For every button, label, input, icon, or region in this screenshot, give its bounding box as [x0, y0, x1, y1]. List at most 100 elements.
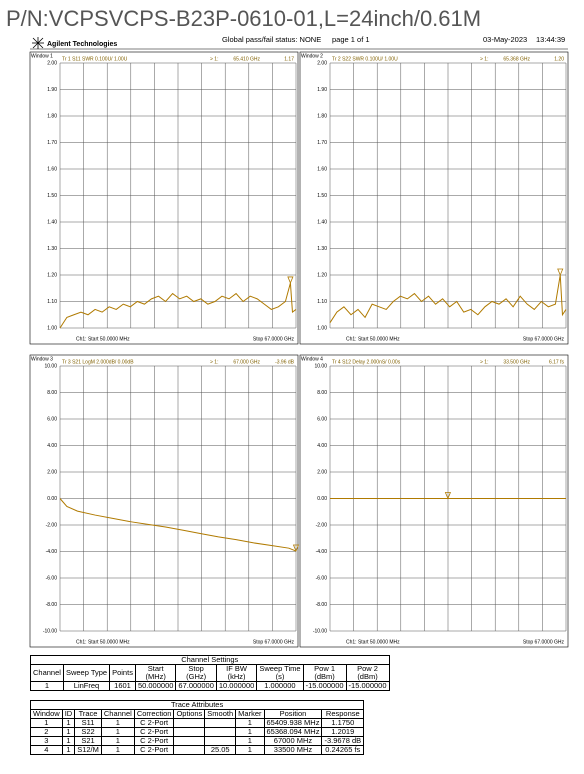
- y-tick-label: 1.20: [317, 272, 327, 278]
- page-title: P/N:VCPSVCPS-B23P-0610-01,L=24inch/0.61M: [6, 6, 481, 31]
- y-tick-label: -4.00: [316, 549, 328, 555]
- start-label: Ch1: Start 50.0000 MHz: [346, 336, 400, 342]
- table-cell: 1: [30, 681, 64, 691]
- y-tick-label: 6.00: [47, 416, 57, 422]
- table-row: 1 LinFreq 1601 50.000000 67.000000 10.000000 1…: [30, 681, 390, 691]
- table-cell: C 2-Port: [133, 745, 175, 755]
- marker-value-label: 6.17 fs: [549, 359, 565, 365]
- trace-label: Tr 1 S11 SWR 0.100U/ 1.00U: [62, 56, 128, 62]
- table-cell: Pow 2 (dBm): [345, 664, 390, 682]
- trace-label: Tr 4 S12 Delay 2.000nS/ 0.00s: [332, 359, 401, 365]
- table-cell: Smooth: [204, 709, 237, 719]
- table-cell: [173, 727, 206, 737]
- start-label: Ch1: Start 50.0000 MHz: [76, 336, 130, 342]
- y-tick-label: 6.00: [317, 416, 327, 422]
- trace-attributes-table: Trace Attributes Window ID Trace Channel Corr…: [29, 700, 365, 755]
- y-tick-label: 4.00: [47, 443, 57, 449]
- y-tick-label: 1.70: [317, 140, 327, 146]
- y-tick-label: 1.30: [317, 246, 327, 252]
- y-tick-label: 1.90: [317, 87, 327, 93]
- table-cell: 1: [100, 745, 135, 755]
- table-row: 3 1 S21 1 C 2-Port 1 67000 MHz -3.9678 dB: [30, 736, 365, 746]
- window-label: Window 1: [31, 53, 53, 59]
- marker-label: > 1:: [480, 359, 488, 365]
- table-cell: [173, 736, 206, 746]
- table-cell: -15.000000: [302, 681, 347, 691]
- y-tick-label: 1.50: [47, 193, 57, 199]
- date: 03-May-2023: [483, 35, 527, 44]
- y-tick-label: 1.60: [317, 166, 327, 172]
- table-cell: 1601: [109, 681, 136, 691]
- stop-label: Stop 67.0000 GHz: [523, 639, 565, 645]
- table-cell: 0.24265 fs: [321, 745, 365, 755]
- table-cell: S12/M: [74, 745, 102, 755]
- y-tick-label: 8.00: [317, 390, 327, 396]
- y-tick-label: -6.00: [46, 575, 58, 581]
- y-tick-label: -4.00: [46, 549, 58, 555]
- y-tick-label: -2.00: [46, 522, 58, 528]
- table-cell: 4: [30, 745, 63, 755]
- y-tick-label: 1.00: [317, 325, 327, 331]
- table-cell: -15.000000: [345, 681, 390, 691]
- stop-label: Stop 67.0000 GHz: [253, 639, 295, 645]
- table-cell: Stop (GHz): [175, 664, 217, 682]
- trace: [329, 274, 567, 323]
- y-tick-label: -8.00: [316, 602, 328, 608]
- y-tick-label: -2.00: [316, 522, 328, 528]
- window-frame: [299, 354, 569, 648]
- table-cell: 1.000000: [256, 681, 304, 691]
- channel-settings-table: Channel Settings Channel Sweep Type Points S…: [30, 655, 390, 691]
- table-cell: Start (MHz): [134, 664, 177, 682]
- status: Global pass/fail status: NONE: [222, 35, 321, 44]
- y-tick-label: 0.00: [317, 496, 327, 502]
- marker-x-label: 67.000 GHz: [233, 359, 260, 365]
- y-tick-label: 1.40: [47, 219, 57, 225]
- trace: [59, 498, 297, 552]
- y-tick-label: -10.00: [43, 628, 57, 634]
- marker-label: > 1:: [480, 56, 488, 62]
- window-label: Window 3: [31, 356, 53, 362]
- y-tick-label: 1.30: [47, 246, 57, 252]
- y-tick-label: 10.00: [314, 363, 327, 369]
- y-tick-label: 1.00: [47, 325, 57, 331]
- table-cell: 67.000000: [175, 681, 217, 691]
- marker-value-label: 1.20: [554, 56, 564, 62]
- y-tick-label: 10.00: [44, 363, 57, 369]
- logo: [32, 37, 44, 49]
- start-label: Ch1: Start 50.0000 MHz: [76, 639, 130, 645]
- y-tick-label: 1.10: [317, 299, 327, 305]
- table-row: 4 1 S12/M 1 C 2-Port 25.05 1 33500 MHz 0.24265 f…: [30, 745, 365, 755]
- table-cell: Channel: [30, 664, 64, 682]
- table-cell: [173, 718, 206, 728]
- table-cell: Pow 1 (dBm): [302, 664, 347, 682]
- y-tick-label: 1.40: [317, 219, 327, 225]
- y-tick-label: 2.00: [47, 60, 57, 66]
- table-row: 1 1 S11 1 C 2-Port 1 65409.938 MHz 1.1750: [30, 718, 365, 728]
- marker-x-label: 65.368 GHz: [503, 56, 530, 62]
- y-tick-label: -8.00: [46, 602, 58, 608]
- y-tick-label: 1.10: [47, 299, 57, 305]
- marker: [557, 268, 564, 277]
- table-cell: Sweep Type: [62, 664, 111, 682]
- window-frame: [29, 51, 299, 345]
- table-cell: 25.05: [204, 745, 237, 755]
- printout: P/N:VCPSVCPS-B23P-0610-01,L=24inch/0.61M…: [6, 6, 569, 648]
- table-cell: [204, 727, 237, 737]
- table-row: Channel Sweep Type Points Start (MHz) Stop (…: [30, 664, 390, 682]
- window-label: Window 4: [301, 356, 323, 362]
- window-label: Window 2: [301, 53, 323, 59]
- time: 13:44:39: [536, 35, 565, 44]
- table-cell: [173, 745, 206, 755]
- table-cell: 33500 MHz: [263, 745, 323, 755]
- trace: [59, 282, 297, 329]
- marker-label: > 1:: [210, 359, 218, 365]
- trace-label: Tr 2 S22 SWR 0.100U/ 1.00U: [332, 56, 398, 62]
- y-tick-label: 1.60: [47, 166, 57, 172]
- y-tick-label: 1.70: [47, 140, 57, 146]
- y-tick-label: -6.00: [316, 575, 328, 581]
- y-tick-label: 2.00: [317, 469, 327, 475]
- trace-label: Tr 3 S21 LogM 2.000dB/ 0.00dB: [62, 359, 134, 365]
- table-cell: Channel Settings: [30, 655, 390, 665]
- start-label: Ch1: Start 50.0000 MHz: [346, 639, 400, 645]
